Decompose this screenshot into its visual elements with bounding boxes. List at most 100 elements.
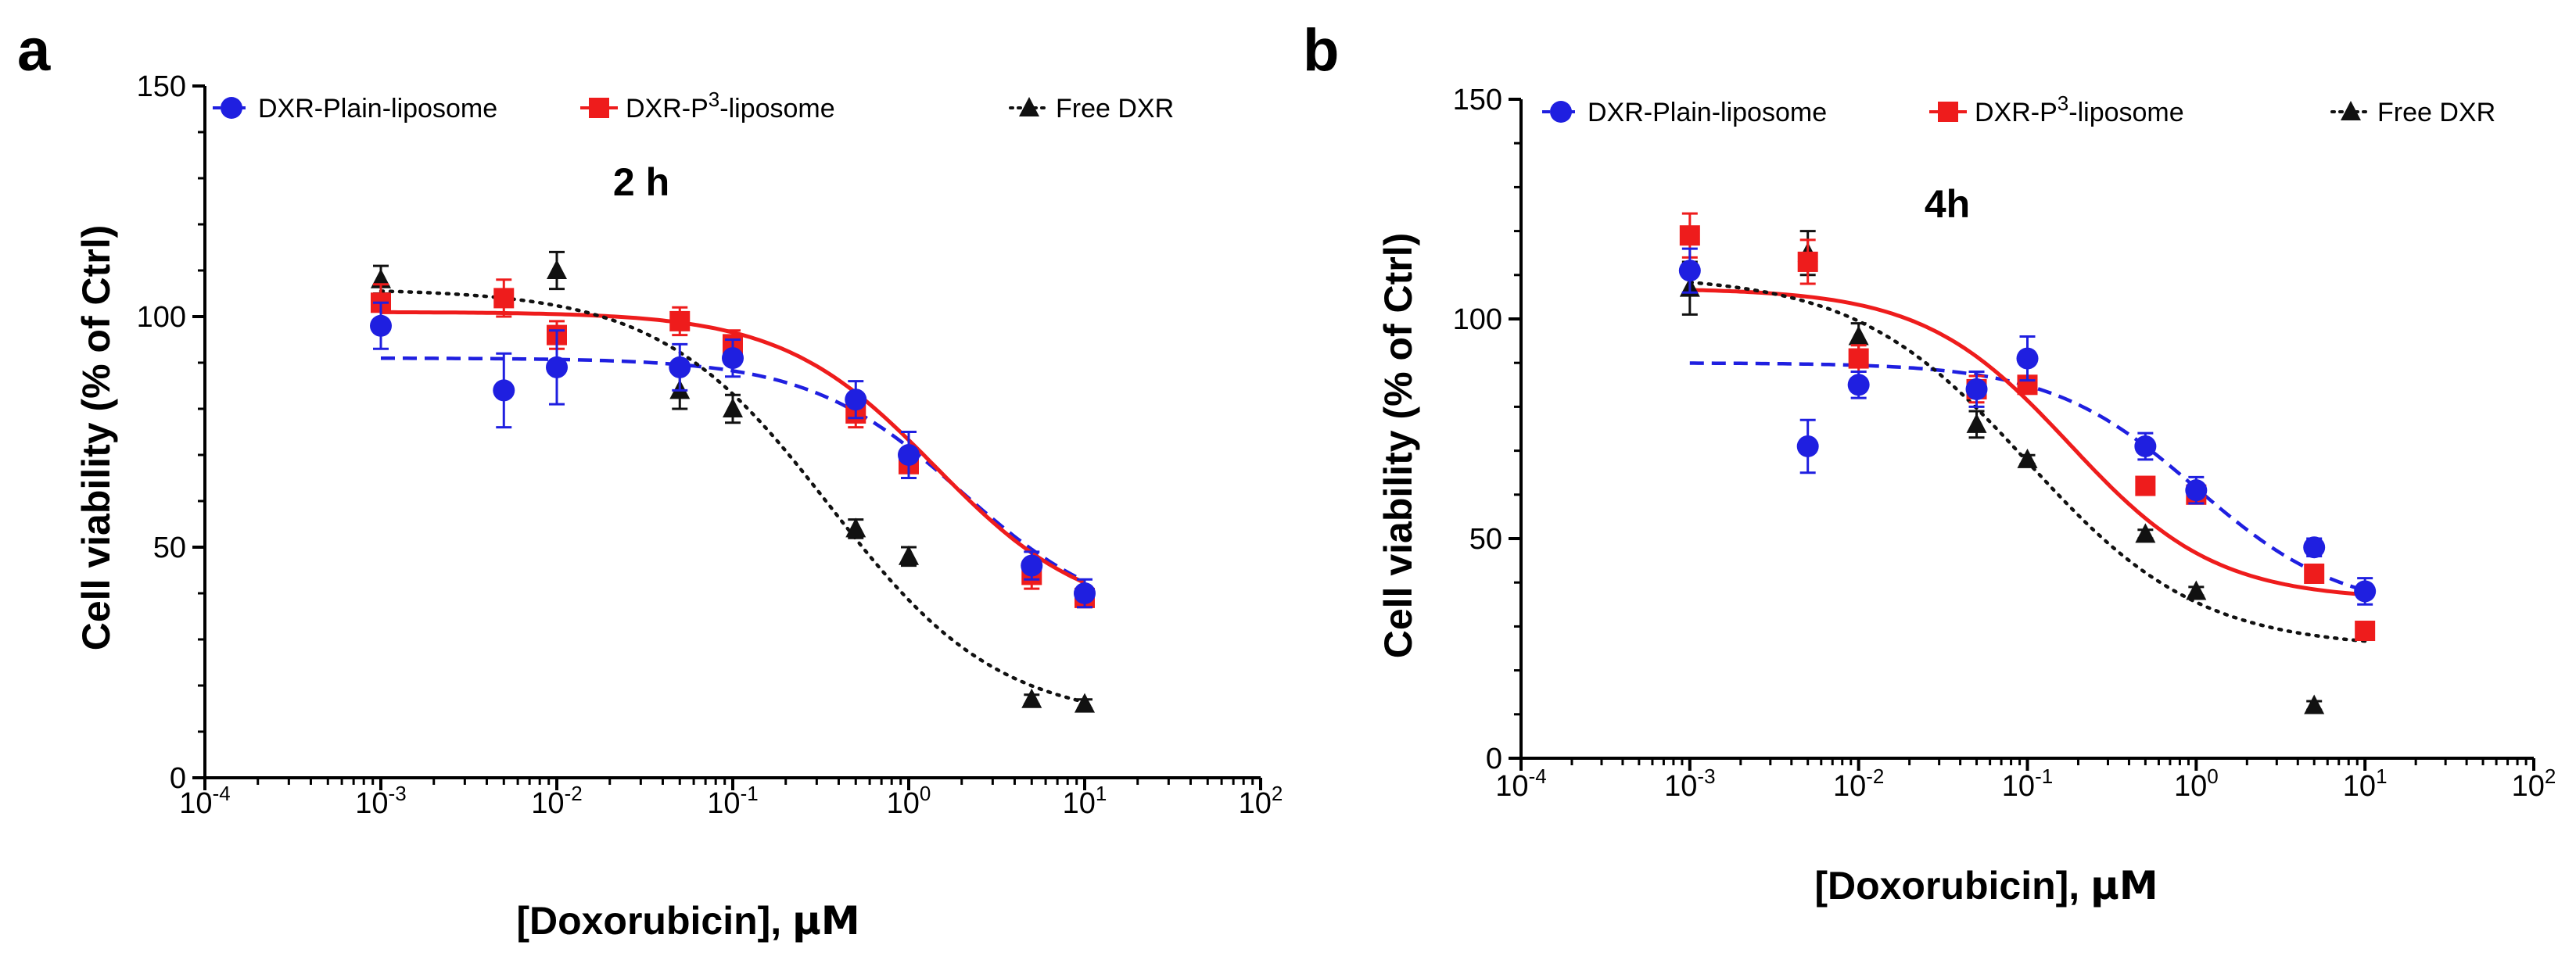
legend-marker-free xyxy=(2341,101,2361,120)
legend-label-free: Free DXR xyxy=(1056,94,1174,124)
legend-label-sup: 3 xyxy=(2058,91,2068,115)
marker-plain xyxy=(1796,435,1819,457)
x-tick-base: 10 xyxy=(2343,770,2376,803)
x-tick-label-b: 10-3 xyxy=(1664,764,1715,803)
panel-letter-a: a xyxy=(17,17,51,84)
x-tick-label-b: 10-2 xyxy=(1833,764,1884,803)
legend-label-p3: DXR-P3-liposome xyxy=(626,88,835,124)
legend-marker-p3 xyxy=(1938,102,1958,122)
data-point-p3-b xyxy=(2355,621,2376,642)
marker-plain xyxy=(493,379,515,402)
legend-label-suffix: -liposome xyxy=(2068,98,2183,127)
marker-p3 xyxy=(493,288,515,309)
x-tick-base: 10 xyxy=(2002,770,2035,803)
x-tick-base: 10 xyxy=(1664,770,1697,803)
legend-marker-plain xyxy=(1550,101,1572,123)
x-tick-label-a: 10-2 xyxy=(531,782,582,820)
legend-label-suffix: -liposome xyxy=(719,94,834,124)
y-tick-label-a: 100 xyxy=(137,301,186,334)
time-label-b: 4h xyxy=(1925,182,1970,226)
legend-marker-p3 xyxy=(589,98,609,118)
data-points-b xyxy=(1678,212,2377,714)
legend-label-main: DXR-P xyxy=(1975,98,2058,127)
marker-p3 xyxy=(1797,251,1818,272)
legend-label-sup: 3 xyxy=(709,88,719,111)
data-point-free-b xyxy=(1966,410,1987,439)
legend-label-plain: DXR-Plain-liposome xyxy=(1588,98,1827,127)
x-tick-exponent: 2 xyxy=(2545,764,2556,788)
legend-label-main: Free DXR xyxy=(1056,94,1174,124)
data-point-free-b xyxy=(2304,694,2325,714)
x-tick-exponent: 0 xyxy=(2207,764,2218,788)
marker-plain xyxy=(1965,378,1988,400)
legend-item-p3-a: DXR-P3-liposome xyxy=(580,88,835,124)
marker-free xyxy=(2017,448,2038,468)
x-tick-base: 10 xyxy=(2512,770,2545,803)
x-tick-base: 10 xyxy=(707,787,740,820)
marker-plain xyxy=(1847,374,1870,396)
data-point-free-a xyxy=(845,517,866,539)
x-axis-title-prefix-b: [Doxorubicin], xyxy=(1814,864,2090,908)
data-point-free-a xyxy=(1075,693,1095,713)
marker-free xyxy=(547,260,567,279)
fit-curve-plain-b xyxy=(1689,361,2366,593)
legend-label-main: DXR-P xyxy=(626,94,709,124)
y-axis-title-b: Cell viability (% of Ctrl) xyxy=(1376,233,1420,659)
data-point-free-a xyxy=(899,545,919,568)
marker-free xyxy=(2135,523,2156,543)
data-point-plain-a xyxy=(845,380,867,420)
x-tick-exponent: -1 xyxy=(2035,764,2053,788)
x-tick-exponent: -2 xyxy=(565,782,583,805)
legend-item-free-a: Free DXR xyxy=(1009,94,1174,124)
x-tick-exponent: -4 xyxy=(1529,764,1547,788)
x-tick-label-a: 100 xyxy=(887,782,931,820)
marker-free xyxy=(1848,325,1869,346)
marker-plain xyxy=(722,347,744,370)
data-point-plain-b xyxy=(1678,247,1701,294)
marker-plain xyxy=(2134,435,2157,457)
legend-item-plain-a: DXR-Plain-liposome xyxy=(213,94,497,124)
data-point-plain-b xyxy=(1965,370,1988,408)
y-tick-label-b: 150 xyxy=(1453,84,1502,116)
data-point-plain-b xyxy=(2134,431,2157,461)
x-tick-label-a: 102 xyxy=(1239,782,1283,820)
x-axis-title-a: [Doxorubicin], µM xyxy=(516,898,859,943)
x-tick-exponent: -4 xyxy=(213,782,231,805)
legend-label-main: Free DXR xyxy=(2377,98,2495,127)
x-tick-base: 10 xyxy=(887,787,920,820)
x-tick-label-a: 10-1 xyxy=(707,782,758,820)
panel-b: b 4h Cell viability (% of Ctrl) [Doxorub… xyxy=(1303,17,2556,908)
data-point-plain-a xyxy=(722,338,744,378)
x-axis-title-unit-b: µM xyxy=(2090,863,2158,908)
legend-label-free: Free DXR xyxy=(2377,98,2495,127)
data-point-free-a xyxy=(547,250,567,291)
x-axis-title-b: [Doxorubicin], µM xyxy=(1814,863,2158,908)
legend-label-plain: DXR-Plain-liposome xyxy=(258,94,497,124)
marker-p3 xyxy=(1679,225,1700,246)
legend-item-free-b: Free DXR xyxy=(2330,98,2495,127)
data-point-plain-a xyxy=(1021,550,1043,581)
x-tick-label-a: 10-3 xyxy=(355,782,406,820)
y-tick-label-b: 0 xyxy=(1486,743,1502,775)
data-point-free-a xyxy=(1021,688,1042,708)
legend-a: DXR-Plain-liposome DXR-P3-liposome Free DX… xyxy=(213,88,1174,124)
x-axis-title-prefix-a: [Doxorubicin], xyxy=(516,899,792,943)
x-tick-exponent: -3 xyxy=(1697,764,1715,788)
marker-plain xyxy=(2303,536,2326,559)
x-axis-title-unit-a: µM xyxy=(792,898,860,943)
x-tick-label-b: 10-4 xyxy=(1495,764,1546,803)
marker-free xyxy=(845,517,866,538)
data-point-plain-b xyxy=(2303,536,2326,559)
x-tick-base: 10 xyxy=(2174,770,2207,803)
data-point-p3-a xyxy=(493,278,515,318)
marker-plain xyxy=(1678,260,1701,282)
data-point-plain-a xyxy=(370,301,392,350)
panel-a: a 2 h Cell viability (% of Ctrl) [Doxoru… xyxy=(17,17,1283,943)
legend-item-plain-b: DXR-Plain-liposome xyxy=(1542,98,1827,127)
marker-plain xyxy=(1074,582,1096,604)
legend-item-p3-b: DXR-P3-liposome xyxy=(1929,91,2184,127)
data-point-plain-b xyxy=(2016,335,2039,382)
marker-plain xyxy=(1021,554,1043,577)
